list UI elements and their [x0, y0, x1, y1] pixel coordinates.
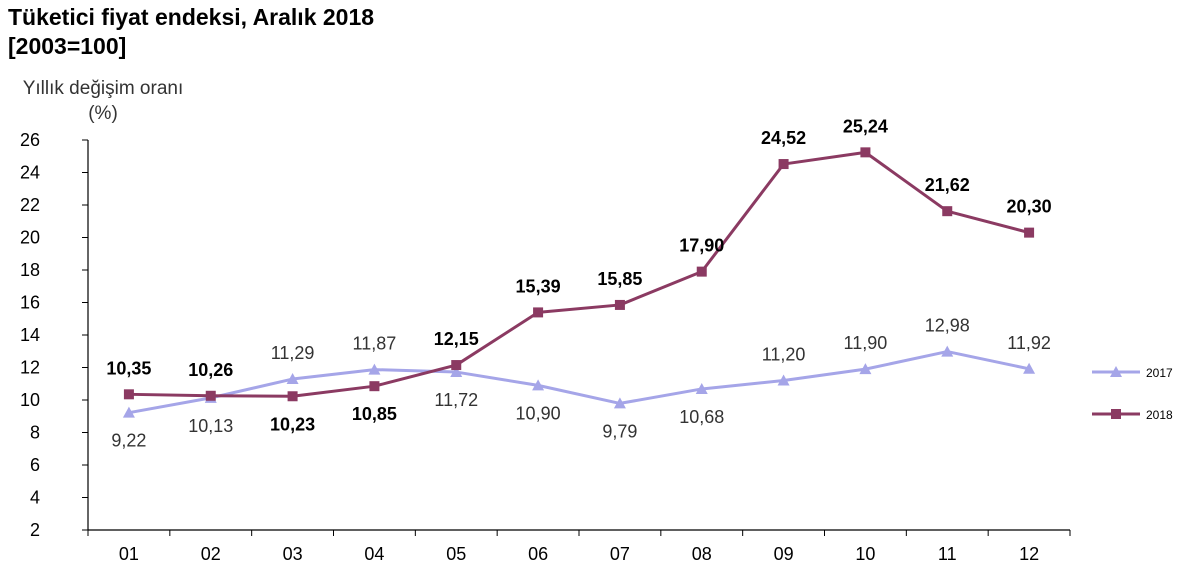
x-tick-label: 04 [364, 544, 384, 564]
x-tick-label: 03 [283, 544, 303, 564]
data-label-2018: 15,39 [516, 276, 561, 296]
data-label-2017: 11,90 [844, 333, 888, 353]
data-point-2018 [123, 389, 134, 400]
data-point-2017 [1023, 362, 1036, 374]
data-label-2018: 12,15 [434, 329, 479, 349]
data-point-2017 [450, 366, 463, 378]
y-tick-label: 14 [20, 325, 40, 345]
x-tick-label: 11 [938, 544, 957, 564]
x-tick-label: 12 [1019, 544, 1039, 564]
y-tick-label: 20 [20, 228, 40, 248]
y-tick-label: 10 [20, 390, 40, 410]
data-point-2017 [941, 345, 954, 357]
data-label-2018: 10,26 [188, 360, 233, 380]
data-label-2018: 10,85 [352, 404, 397, 424]
y-tick-label: 26 [20, 130, 40, 150]
x-tick-label: 06 [528, 544, 548, 564]
data-label-2018: 17,90 [679, 236, 724, 256]
legend-marker-2018 [1111, 409, 1121, 419]
y-tick-label: 24 [20, 163, 40, 183]
data-label-2017: 10,90 [516, 403, 561, 423]
y-tick-label: 2 [30, 520, 40, 540]
y-tick-label: 22 [20, 195, 40, 215]
data-label-2018: 21,62 [925, 175, 970, 195]
legend-marker-2017 [1110, 366, 1122, 377]
data-point-2017 [122, 406, 135, 418]
data-label-2017: 10,68 [679, 407, 724, 427]
data-label-2018: 24,52 [761, 128, 806, 148]
data-label-2017: 11,92 [1007, 333, 1051, 353]
data-point-2018 [451, 360, 462, 371]
data-point-2017 [613, 397, 626, 409]
data-label-2018: 10,23 [270, 414, 315, 434]
x-tick-label: 02 [201, 544, 221, 564]
legend-label-2018: 2018 [1146, 408, 1173, 422]
y-tick-label: 18 [20, 260, 40, 280]
x-tick-label: 07 [610, 544, 630, 564]
data-point-2017 [695, 382, 708, 394]
data-label-2018: 20,30 [1007, 197, 1052, 217]
data-point-2017 [368, 363, 381, 375]
x-tick-label: 10 [855, 544, 875, 564]
data-label-2018: 10,35 [106, 358, 151, 378]
data-label-2017: 11,29 [271, 343, 315, 363]
data-point-2018 [205, 390, 216, 401]
data-label-2017: 11,20 [762, 345, 806, 365]
data-label-2017: 12,98 [925, 316, 970, 336]
y-tick-label: 16 [20, 293, 40, 313]
data-point-2018 [287, 391, 298, 402]
legend-label-2017: 2017 [1146, 366, 1173, 380]
data-point-2018 [778, 159, 789, 170]
x-tick-label: 08 [692, 544, 712, 564]
y-tick-label: 4 [30, 488, 40, 508]
data-point-2018 [942, 206, 953, 217]
data-point-2018 [533, 307, 544, 318]
data-point-2018 [696, 266, 707, 277]
data-label-2017: 9,79 [602, 421, 637, 441]
data-point-2018 [614, 299, 625, 310]
y-tick-label: 6 [30, 455, 40, 475]
data-point-2017 [777, 374, 790, 386]
data-point-2018 [369, 381, 380, 392]
chart-subtitle: [2003=100] [8, 33, 127, 59]
data-label-2017: 11,87 [353, 334, 397, 354]
data-point-2018 [860, 147, 871, 158]
data-label-2018: 25,24 [843, 116, 888, 136]
data-label-2017: 10,13 [188, 416, 233, 436]
data-point-2017 [286, 373, 299, 385]
data-label-2017: 11,72 [434, 390, 478, 410]
y-tick-label: 8 [30, 423, 40, 443]
series-line-2017 [128, 350, 1030, 415]
data-label-2017: 9,22 [111, 431, 146, 451]
y-axis-label: Yıllık değişim oranı (%) [22, 78, 184, 124]
x-tick-label: 05 [446, 544, 466, 564]
data-point-2018 [1024, 227, 1035, 238]
y-tick-label: 12 [20, 358, 40, 378]
data-label-2018: 15,85 [597, 269, 642, 289]
chart-title: Tüketici fiyat endeksi, Aralık 2018 [8, 4, 375, 30]
data-point-2017 [859, 363, 872, 375]
x-tick-label: 09 [774, 544, 794, 564]
x-tick-label: 01 [119, 544, 139, 564]
series-line-2018 [128, 150, 1030, 398]
data-point-2017 [532, 379, 545, 391]
